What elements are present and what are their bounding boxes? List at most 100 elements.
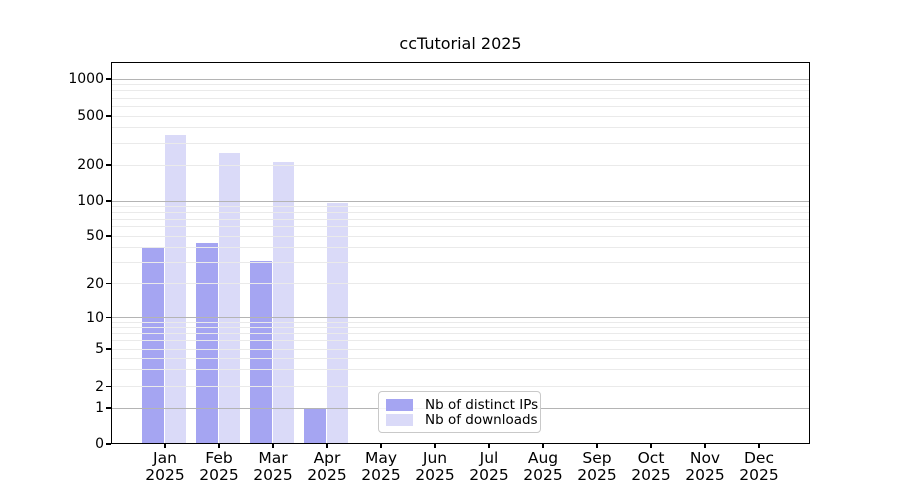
- x-tick-year-jul: 2025: [469, 465, 509, 484]
- gridline-major-10: [111, 317, 810, 318]
- y-tick-label-200: 200: [77, 157, 104, 173]
- x-tick-year-aug: 2025: [523, 465, 563, 484]
- x-tick-month-jun: Jun: [422, 449, 448, 467]
- x-tick-dec: [758, 444, 760, 448]
- y-tick-label-500: 500: [77, 108, 104, 124]
- x-tick-label-dec: Dec 2025: [727, 450, 791, 483]
- x-tick-feb: [218, 444, 220, 448]
- x-tick-nov: [704, 444, 706, 448]
- x-tick-jan: [164, 444, 166, 448]
- x-tick-year-jun: 2025: [415, 465, 455, 484]
- gridline-minor-20: [111, 283, 810, 284]
- legend-label-downloads: Nb of downloads: [425, 412, 538, 428]
- legend-item-downloads: Nb of downloads: [386, 413, 538, 427]
- bar-nb-of-distinct-ips-feb: [196, 242, 218, 444]
- gridline-minor-5: [111, 348, 810, 350]
- bar-nb-of-distinct-ips-apr: [304, 408, 326, 444]
- gridline-minor-600: [111, 105, 810, 107]
- legend-swatch-distinct-ips: [386, 399, 413, 411]
- x-tick-year-mar: 2025: [253, 465, 293, 484]
- x-tick-apr: [326, 444, 328, 448]
- gridline-minor-60: [111, 226, 810, 228]
- y-tick-20: [106, 282, 111, 285]
- gridline-minor-300: [111, 142, 810, 144]
- x-tick-month-feb: Feb: [205, 449, 233, 467]
- x-tick-label-nov: Nov 2025: [673, 450, 737, 483]
- x-tick-month-oct: Oct: [637, 449, 665, 467]
- gridline-minor-400: [111, 127, 810, 129]
- x-tick-label-sep: Sep 2025: [565, 450, 629, 483]
- y-tick-1: [106, 407, 111, 409]
- x-tick-month-apr: Apr: [313, 449, 341, 467]
- x-tick-label-jul: Jul 2025: [457, 450, 521, 483]
- x-tick-oct: [650, 444, 652, 448]
- plot-area: [111, 62, 810, 444]
- gridline-minor-800: [111, 90, 810, 92]
- gridline-minor-900: [111, 84, 810, 86]
- gridline-minor-7: [111, 333, 810, 335]
- y-tick-10: [106, 316, 111, 319]
- gridline-minor-3: [111, 369, 810, 371]
- bar-nb-of-distinct-ips-jan: [142, 247, 164, 444]
- bar-nb-of-distinct-ips-mar: [250, 260, 272, 444]
- y-tick-label-2: 2: [95, 378, 104, 395]
- y-tick-0: [106, 443, 111, 445]
- x-tick-label-oct: Oct 2025: [619, 450, 683, 483]
- chart-title: ccTutorial 2025: [399, 34, 522, 53]
- gridline-minor-50: [111, 235, 810, 237]
- x-tick-sep: [596, 444, 598, 448]
- gridline-minor-80: [111, 211, 810, 213]
- y-tick-2: [106, 385, 111, 388]
- y-tick-100: [106, 200, 111, 202]
- legend-item-distinct-ips: Nb of distinct IPs: [386, 398, 538, 412]
- x-tick-year-may: 2025: [361, 465, 401, 484]
- gridline-minor-6: [111, 340, 810, 342]
- y-tick-label-20: 20: [86, 275, 104, 292]
- gridline-minor-700: [111, 97, 810, 99]
- x-tick-year-sep: 2025: [577, 465, 617, 484]
- x-tick-label-jun: Jun 2025: [403, 450, 467, 483]
- legend-swatch-downloads: [386, 414, 413, 426]
- gridline-minor-4: [111, 357, 810, 359]
- legend-label-distinct-ips: Nb of distinct IPs: [425, 397, 539, 413]
- x-tick-year-apr: 2025: [307, 465, 347, 484]
- gridline-minor-500: [111, 115, 810, 117]
- x-tick-aug: [542, 444, 544, 448]
- x-tick-month-may: May: [364, 449, 398, 467]
- bar-nb-of-downloads-feb: [218, 153, 240, 444]
- bar-nb-of-downloads-mar: [272, 162, 294, 444]
- x-tick-year-oct: 2025: [631, 465, 671, 484]
- gridline-minor-9: [111, 321, 810, 323]
- x-tick-label-feb: Feb 2025: [187, 450, 251, 483]
- x-tick-year-feb: 2025: [199, 465, 239, 484]
- x-tick-label-may: May 2025: [349, 450, 413, 483]
- legend: Nb of distinct IPs Nb of downloads: [378, 391, 541, 433]
- gridline-minor-8: [111, 327, 810, 329]
- x-tick-label-aug: Aug 2025: [511, 450, 575, 483]
- x-tick-may: [380, 444, 382, 448]
- y-tick-label-5: 5: [95, 341, 104, 357]
- x-tick-label-apr: Apr 2025: [295, 450, 359, 483]
- y-tick-label-1000: 1000: [68, 71, 104, 87]
- y-tick-50: [106, 235, 111, 237]
- y-tick-200: [106, 164, 111, 166]
- x-tick-month-nov: Nov: [689, 449, 721, 467]
- y-tick-label-10: 10: [86, 309, 104, 326]
- x-tick-month-sep: Sep: [582, 449, 612, 467]
- gridline-minor-200: [111, 164, 810, 166]
- x-tick-label-jan: Jan 2025: [133, 450, 197, 483]
- gridline-minor-2: [111, 386, 810, 387]
- gridline-major-1000: [111, 78, 810, 80]
- x-tick-month-jan: Jan: [153, 449, 177, 467]
- x-tick-month-jul: Jul: [479, 449, 499, 467]
- y-tick-500: [106, 115, 111, 117]
- gridline-major-100: [111, 200, 810, 202]
- x-tick-month-dec: Dec: [744, 449, 774, 467]
- x-tick-label-mar: Mar 2025: [241, 450, 305, 483]
- x-tick-jun: [434, 444, 436, 448]
- x-tick-year-dec: 2025: [739, 465, 779, 484]
- x-tick-year-jan: 2025: [145, 465, 185, 484]
- y-tick-label-50: 50: [86, 228, 104, 244]
- gridline-minor-70: [111, 218, 810, 220]
